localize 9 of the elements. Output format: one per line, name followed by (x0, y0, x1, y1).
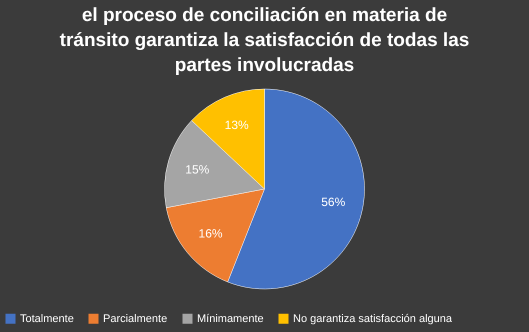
data-label: 15% (185, 162, 210, 176)
chart-title: el proceso de conciliación en materia de tránsito garantiza la satisfacción de todas las partes involucradas (60, 5, 470, 76)
legend-label: No garantiza satisfacción alguna (293, 312, 453, 325)
legend-label: Totalmente (20, 312, 74, 325)
data-label: 16% (198, 226, 223, 241)
data-label: 13% (224, 118, 250, 132)
legend-label: Parcialmente (103, 312, 168, 325)
legend-label: Mínimamente (197, 312, 264, 325)
data-label: 56% (321, 195, 346, 210)
